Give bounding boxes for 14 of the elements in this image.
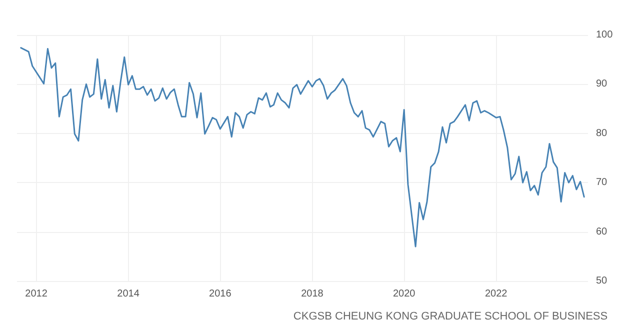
- y-tick-label: 50: [596, 276, 608, 286]
- y-tick-label: 90: [596, 78, 608, 90]
- x-tick-label: 2018: [301, 288, 324, 300]
- line-series: [20, 47, 585, 248]
- y-tick-label: 60: [596, 226, 608, 238]
- y-tick-label: 100: [596, 30, 614, 40]
- text: CKGSB CHEUNG KONG GRADUATE SCHOOL OF BUSINESS: [293, 310, 608, 322]
- x-tick-label: 2012: [25, 288, 48, 300]
- y-tick-label: 80: [596, 128, 608, 139]
- y-tick-label: 70: [596, 177, 608, 188]
- x-tick-label: 2020: [392, 288, 416, 300]
- x-tick-label: 2016: [209, 288, 232, 300]
- x-tick-label: 2014: [117, 288, 140, 300]
- x-tick-label: 2022: [484, 288, 508, 300]
